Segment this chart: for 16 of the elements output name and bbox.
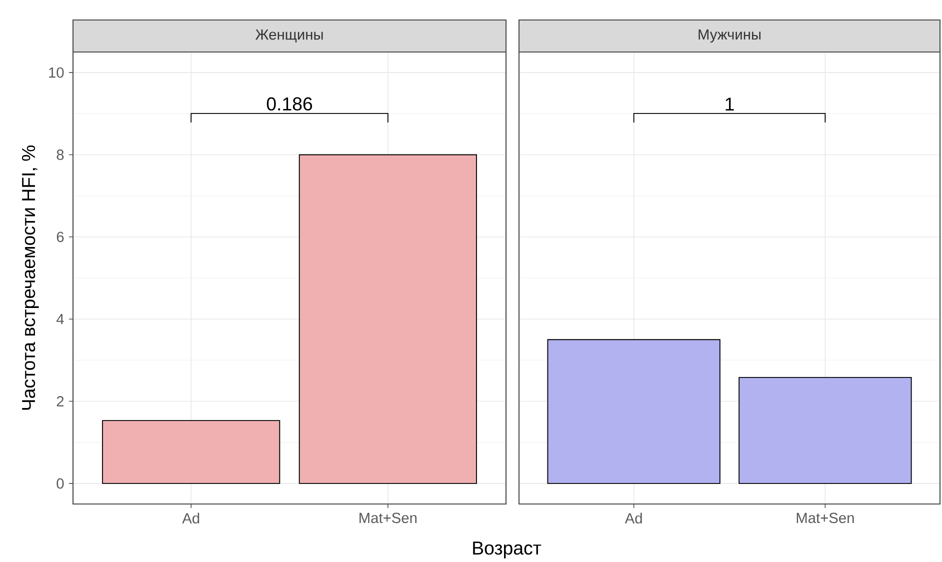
y-axis-title: Частота встречаемости HFI, % (22, 146, 39, 410)
annotation: 0.186 (266, 97, 312, 111)
y-tick-label: 10 (49, 67, 64, 78)
x-tick-label: Ad (182, 512, 200, 524)
y-tick-label: 6 (56, 232, 64, 242)
x-axis-title: Возраст (473, 542, 542, 558)
x-tick-label: Mat+Sen (360, 512, 417, 524)
y-tick-label: 8 (56, 150, 64, 160)
y-tick-label: 4 (56, 314, 64, 324)
annotation: 1 (726, 98, 734, 111)
y-tick-label: 2 (56, 396, 64, 406)
x-tick-label: Mat+Sen (796, 512, 854, 524)
chart-title: Мужчины (698, 29, 760, 43)
chart-title: Женщины (255, 30, 323, 43)
x-tick-label: Ad (624, 512, 642, 524)
y-tick-label: 0 (56, 478, 64, 489)
